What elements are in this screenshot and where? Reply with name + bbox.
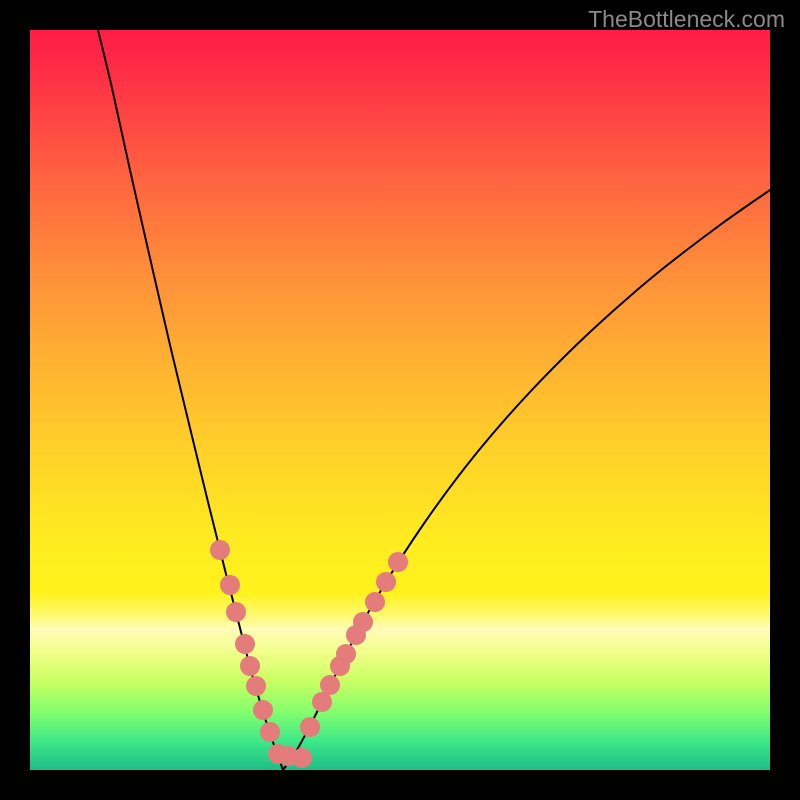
chart-data-dot: [220, 575, 240, 595]
chart-data-dot: [240, 656, 260, 676]
chart-data-dot: [336, 644, 356, 664]
chart-data-dot: [210, 540, 230, 560]
watermark-text: TheBottleneck.com: [588, 6, 785, 33]
chart-data-dot: [312, 692, 332, 712]
chart-data-dot: [300, 717, 320, 737]
chart-data-dot: [353, 612, 373, 632]
chart-data-dot: [365, 592, 385, 612]
chart-data-dot: [320, 675, 340, 695]
chart-data-dot: [246, 676, 266, 696]
chart-data-dot: [376, 572, 396, 592]
chart-curve-svg: [30, 30, 770, 770]
chart-data-dot: [226, 602, 246, 622]
curve-right-branch: [283, 190, 770, 770]
chart-plot-area: [30, 30, 770, 770]
chart-data-dot: [388, 552, 408, 572]
chart-data-dot: [260, 722, 280, 742]
chart-data-dot: [292, 748, 312, 768]
chart-data-dot: [253, 700, 273, 720]
chart-data-dot: [235, 634, 255, 654]
